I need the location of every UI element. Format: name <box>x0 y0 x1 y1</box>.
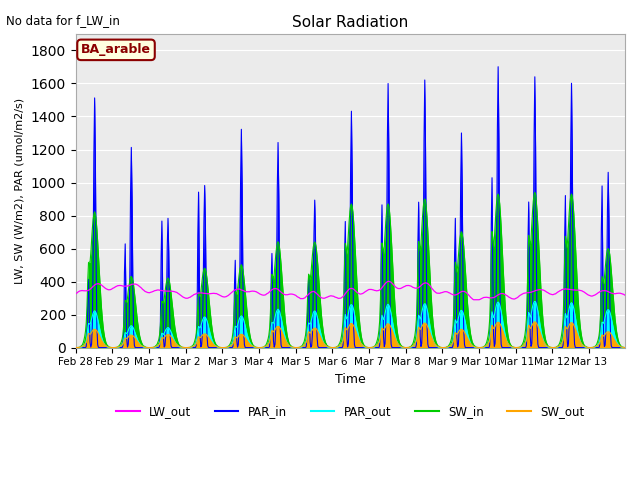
X-axis label: Time: Time <box>335 373 365 386</box>
Legend: LW_out, PAR_in, PAR_out, SW_in, SW_out: LW_out, PAR_in, PAR_out, SW_in, SW_out <box>111 401 589 423</box>
Text: BA_arable: BA_arable <box>81 43 151 56</box>
Text: No data for f_LW_in: No data for f_LW_in <box>6 14 120 27</box>
Title: Solar Radiation: Solar Radiation <box>292 15 408 30</box>
Y-axis label: LW, SW (W/m2), PAR (umol/m2/s): LW, SW (W/m2), PAR (umol/m2/s) <box>15 98 25 284</box>
